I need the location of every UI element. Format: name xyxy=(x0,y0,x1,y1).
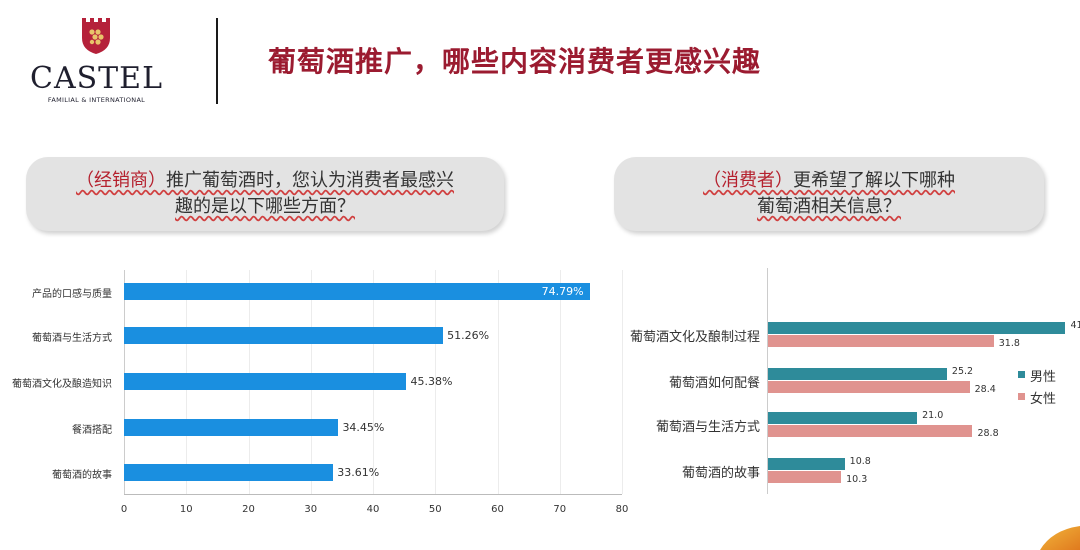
consumer-question-line1: 更希望了解以下哪种 xyxy=(793,170,955,191)
grid-line xyxy=(622,270,623,494)
consumer-bar-chart: 葡萄酒文化及酿制过程 41.9 31.8 葡萄酒如何配餐 25.228.4 葡萄酒与生活方… xyxy=(600,262,1080,522)
bar xyxy=(124,419,339,436)
x-tick-label: 30 xyxy=(304,504,318,515)
x-tick-label: 20 xyxy=(242,504,255,515)
header-divider xyxy=(216,18,218,104)
category-label: 葡萄酒与生活方式 xyxy=(32,333,112,344)
category-label: 葡萄酒的故事 xyxy=(52,470,112,481)
bar-male xyxy=(768,322,1066,334)
x-axis-line xyxy=(124,494,622,495)
bar-value-label: 34.45% xyxy=(342,421,385,434)
bar xyxy=(124,373,407,390)
bar xyxy=(124,283,590,300)
bar-value-label: 28.4 xyxy=(974,384,996,395)
bar-value-label: 33.61% xyxy=(337,466,380,479)
category-label: 葡萄酒文化及酿造知识 xyxy=(12,379,112,390)
bar-male xyxy=(768,368,947,380)
category-label: 餐酒搭配 xyxy=(72,425,112,436)
legend-swatch xyxy=(1018,393,1025,400)
bar-value-label: 45.38% xyxy=(410,375,453,388)
bar-male xyxy=(768,412,918,424)
page-title: 葡萄酒推广，哪些内容消费者更感兴趣 xyxy=(268,45,762,78)
corner-decoration xyxy=(1040,526,1080,550)
category-label: 葡萄酒文化及酿制过程 xyxy=(629,330,760,345)
distributor-question-box: （经销商）推广葡萄酒时，您认为消费者最感兴 趣的是以下哪些方面？ xyxy=(26,157,504,231)
logo-wordmark: CASTEL xyxy=(29,61,163,96)
bar-value-label: 28.8 xyxy=(977,428,999,439)
bar-value-label: 74.79% xyxy=(541,285,584,298)
bar-male xyxy=(768,458,845,470)
consumer-question-line2: 葡萄酒相关信息？ xyxy=(757,196,901,217)
consumer-question-box: （消费者）更希望了解以下哪种 葡萄酒相关信息？ xyxy=(614,157,1044,231)
category-label: 葡萄酒与生活方式 xyxy=(655,420,760,435)
castel-logo: CASTEL FAMILIAL & INTERNATIONAL xyxy=(14,14,179,106)
legend-label: 女性 xyxy=(1030,392,1057,407)
x-tick-label: 60 xyxy=(491,504,504,515)
bar-value-label: 10.3 xyxy=(846,474,868,485)
category-label: 葡萄酒的故事 xyxy=(681,466,760,481)
distributor-bar-chart: 0 10 20 30 40 50 60 70 80 产品的口感与质量 74.79% 葡萄酒与生活方式 5… xyxy=(0,262,640,522)
distributor-question-line1: 推广葡萄酒时，您认为消费者最感兴 xyxy=(166,170,454,191)
bar-value-label: 10.8 xyxy=(849,456,871,467)
legend-swatch xyxy=(1018,371,1025,378)
bar-female xyxy=(768,471,842,483)
bar-value-label: 25.2 xyxy=(951,366,974,377)
bar-female xyxy=(768,425,973,437)
x-tick-label: 0 xyxy=(120,504,128,515)
logo-tagline: FAMILIAL & INTERNATIONAL xyxy=(47,96,146,104)
y-axis-line xyxy=(767,268,768,494)
bar xyxy=(124,464,334,481)
bar-value-label: 41.9 xyxy=(1070,320,1080,331)
legend-label: 男性 xyxy=(1030,370,1057,385)
x-tick-label: 10 xyxy=(179,504,193,515)
bar-value-label: 51.26% xyxy=(447,329,490,342)
bar-female xyxy=(768,381,970,393)
distributor-question-highlight: （经销商） xyxy=(76,170,166,191)
category-label: 葡萄酒如何配餐 xyxy=(668,376,760,391)
x-tick-label: 70 xyxy=(553,504,567,515)
consumer-question-highlight: （消费者） xyxy=(703,170,793,191)
grid-line xyxy=(497,270,499,494)
grid-line xyxy=(435,270,437,494)
bar xyxy=(124,327,444,344)
x-tick-label: 50 xyxy=(428,504,442,515)
bar-female xyxy=(768,335,994,347)
category-label: 产品的口感与质量 xyxy=(32,289,112,300)
x-tick-label: 40 xyxy=(366,504,380,515)
x-tick-label: 80 xyxy=(615,504,629,515)
distributor-question-line2: 趣的是以下哪些方面？ xyxy=(175,196,355,217)
crest-icon xyxy=(82,18,110,54)
bar-value-label: 31.8 xyxy=(998,338,1020,349)
grid-line xyxy=(559,270,561,494)
bar-value-label: 21.0 xyxy=(922,410,944,421)
